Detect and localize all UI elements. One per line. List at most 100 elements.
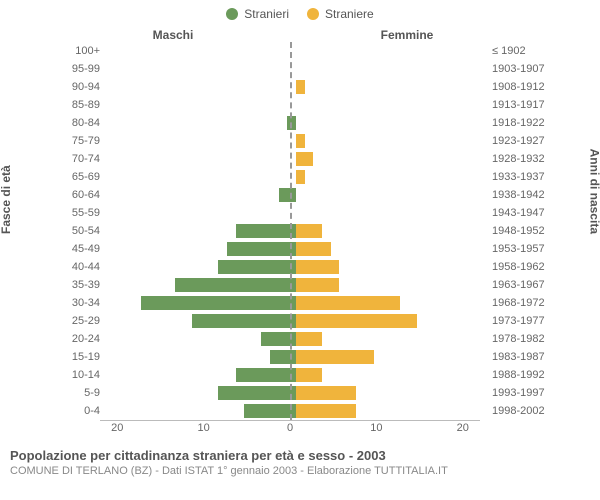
age-label: 40-44 xyxy=(44,261,106,273)
birth-year-label: 1948-1952 xyxy=(486,225,568,237)
pyramid-row: 95-991903-1907 xyxy=(44,60,556,78)
bar-female xyxy=(296,152,313,166)
chart: Maschi Femmine Fasce di età Anni di nasc… xyxy=(0,28,600,440)
header-male: Maschi xyxy=(56,28,290,42)
birth-year-label: ≤ 1902 xyxy=(486,45,568,57)
age-label: 25-29 xyxy=(44,315,106,327)
bar-female xyxy=(296,350,374,364)
chart-subtitle: COMUNE DI TERLANO (BZ) - Dati ISTAT 1° g… xyxy=(10,465,590,477)
pyramid-row: 50-541948-1952 xyxy=(44,222,556,240)
birth-year-label: 1968-1972 xyxy=(486,297,568,309)
age-label: 35-39 xyxy=(44,279,106,291)
age-label: 100+ xyxy=(44,45,106,57)
legend-item-female: Straniere xyxy=(307,7,374,21)
age-label: 20-24 xyxy=(44,333,106,345)
age-label: 45-49 xyxy=(44,243,106,255)
legend-swatch-female xyxy=(307,8,319,20)
age-label: 10-14 xyxy=(44,369,106,381)
bar-female xyxy=(296,242,331,256)
pyramid-row: 25-291973-1977 xyxy=(44,312,556,330)
age-label: 5-9 xyxy=(44,387,106,399)
bar-female xyxy=(296,386,356,400)
age-label: 70-74 xyxy=(44,153,106,165)
center-axis-line xyxy=(290,42,292,420)
age-label: 60-64 xyxy=(44,189,106,201)
bar-female xyxy=(296,170,305,184)
pyramid-row: 5-91993-1997 xyxy=(44,384,556,402)
age-label: 0-4 xyxy=(44,405,106,417)
age-label: 55-59 xyxy=(44,207,106,219)
bar-male xyxy=(218,260,296,274)
bar-male xyxy=(236,224,296,238)
birth-year-label: 1913-1917 xyxy=(486,99,568,111)
bar-female xyxy=(296,368,322,382)
legend-swatch-male xyxy=(226,8,238,20)
age-label: 95-99 xyxy=(44,63,106,75)
pyramid-row: 80-841918-1922 xyxy=(44,114,556,132)
chart-title: Popolazione per cittadinanza straniera p… xyxy=(10,448,590,463)
birth-year-label: 1993-1997 xyxy=(486,387,568,399)
age-label: 50-54 xyxy=(44,225,106,237)
birth-year-label: 1943-1947 xyxy=(486,207,568,219)
bar-female xyxy=(296,332,322,346)
bar-female xyxy=(296,314,417,328)
birth-year-label: 1938-1942 xyxy=(486,189,568,201)
header-female: Femmine xyxy=(290,28,524,42)
pyramid-row: 15-191983-1987 xyxy=(44,348,556,366)
bar-female xyxy=(296,80,305,94)
age-label: 65-69 xyxy=(44,171,106,183)
age-label: 80-84 xyxy=(44,117,106,129)
birth-year-label: 1963-1967 xyxy=(486,279,568,291)
x-axis: 201001020 xyxy=(44,420,556,440)
bar-male xyxy=(236,368,296,382)
x-tick: 0 xyxy=(287,422,293,434)
x-tick: 10 xyxy=(198,422,210,434)
bar-female xyxy=(296,278,339,292)
bar-male xyxy=(175,278,296,292)
plot-area: 100+≤ 190295-991903-190790-941908-1912 85… xyxy=(44,42,556,420)
birth-year-label: 1998-2002 xyxy=(486,405,568,417)
pyramid-row: 90-941908-1912 xyxy=(44,78,556,96)
birth-year-label: 1983-1987 xyxy=(486,351,568,363)
pyramid-row: 35-391963-1967 xyxy=(44,276,556,294)
pyramid-row: 40-441958-1962 xyxy=(44,258,556,276)
pyramid-row: 60-641938-1942 xyxy=(44,186,556,204)
pyramid-row: 10-141988-1992 xyxy=(44,366,556,384)
bar-male xyxy=(270,350,296,364)
pyramid-row: 70-741928-1932 xyxy=(44,150,556,168)
bar-male xyxy=(141,296,296,310)
birth-year-label: 1973-1977 xyxy=(486,315,568,327)
birth-year-label: 1958-1962 xyxy=(486,261,568,273)
pyramid-row: 100+≤ 1902 xyxy=(44,42,556,60)
bar-male xyxy=(218,386,296,400)
age-label: 15-19 xyxy=(44,351,106,363)
legend: Stranieri Straniere xyxy=(0,0,600,28)
x-tick: 20 xyxy=(457,422,469,434)
y-axis-left-title: Fasce di età xyxy=(0,165,13,234)
birth-year-label: 1978-1982 xyxy=(486,333,568,345)
age-label: 75-79 xyxy=(44,135,106,147)
birth-year-label: 1903-1907 xyxy=(486,63,568,75)
pyramid-row: 45-491953-1957 xyxy=(44,240,556,258)
birth-year-label: 1908-1912 xyxy=(486,81,568,93)
bar-female xyxy=(296,134,305,148)
legend-item-male: Stranieri xyxy=(226,7,289,21)
birth-year-label: 1923-1927 xyxy=(486,135,568,147)
chart-header: Maschi Femmine xyxy=(0,28,600,42)
age-label: 85-89 xyxy=(44,99,106,111)
x-tick: 10 xyxy=(370,422,382,434)
pyramid-row: 30-341968-1972 xyxy=(44,294,556,312)
pyramid-row: 0-41998-2002 xyxy=(44,402,556,420)
birth-year-label: 1933-1937 xyxy=(486,171,568,183)
bar-male xyxy=(192,314,296,328)
birth-year-label: 1988-1992 xyxy=(486,369,568,381)
legend-label-male: Stranieri xyxy=(244,7,289,21)
pyramid-row: 75-791923-1927 xyxy=(44,132,556,150)
bar-male xyxy=(227,242,296,256)
birth-year-label: 1928-1932 xyxy=(486,153,568,165)
age-label: 90-94 xyxy=(44,81,106,93)
footer: Popolazione per cittadinanza straniera p… xyxy=(0,440,600,477)
pyramid-row: 65-691933-1937 xyxy=(44,168,556,186)
birth-year-label: 1953-1957 xyxy=(486,243,568,255)
pyramid-row: 20-241978-1982 xyxy=(44,330,556,348)
